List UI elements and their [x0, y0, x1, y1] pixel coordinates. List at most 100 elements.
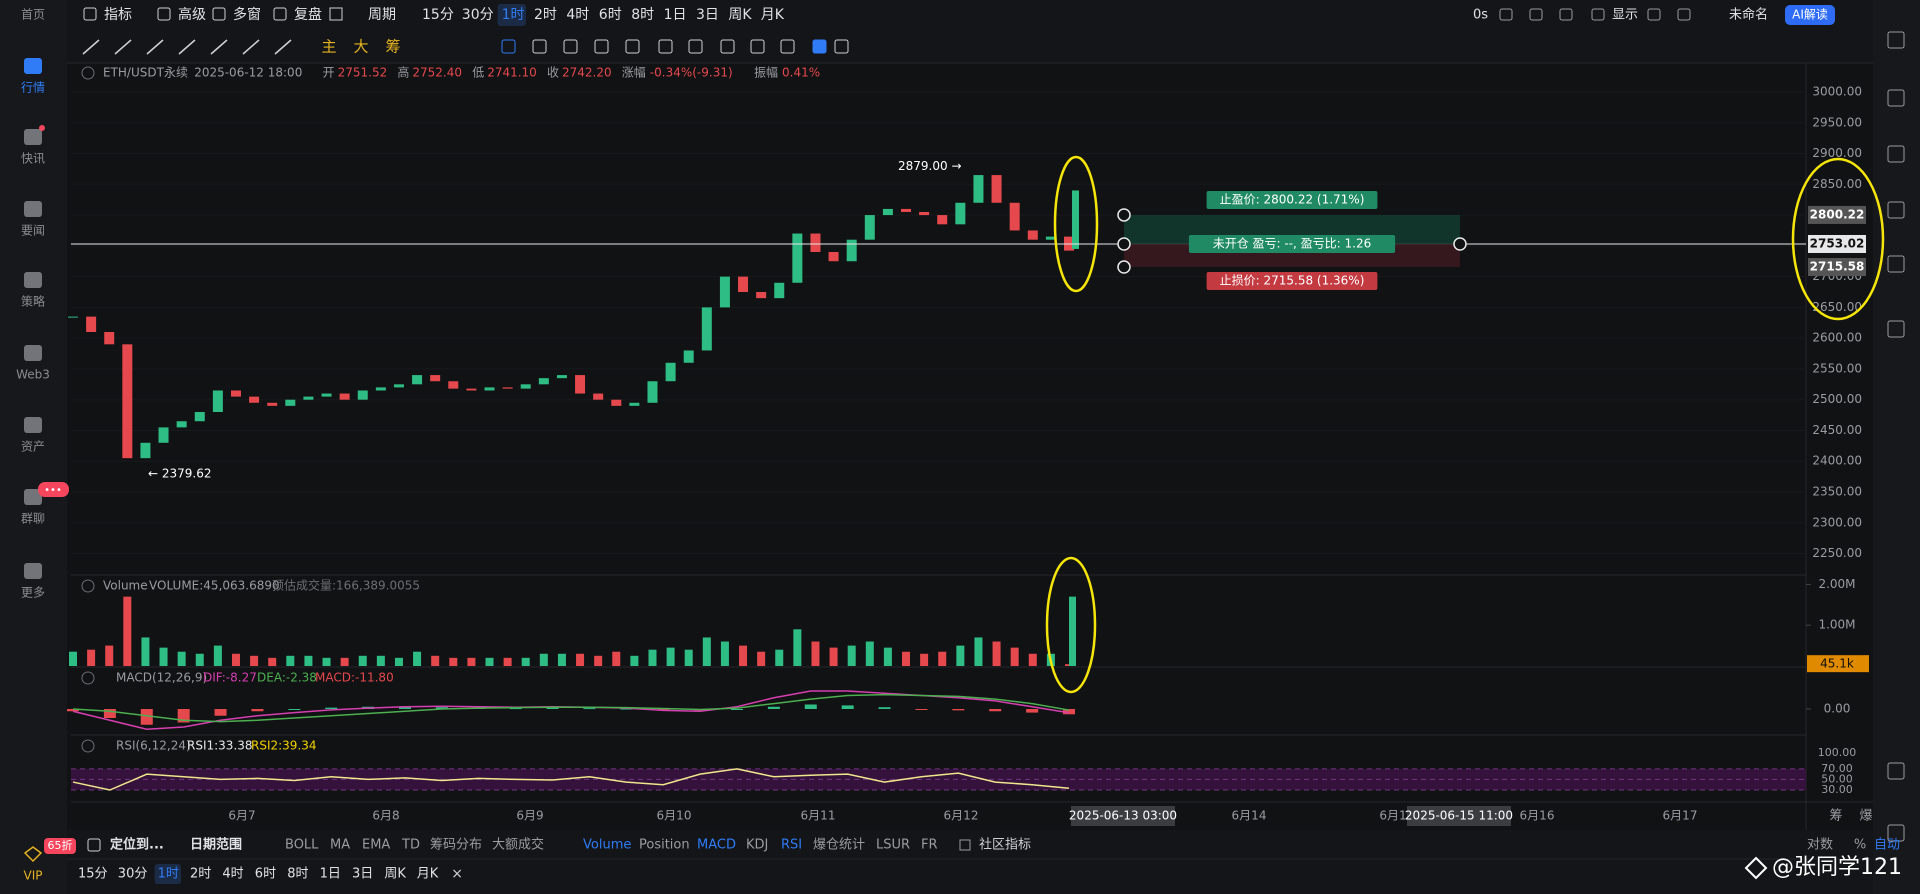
highlight-circle — [1045, 556, 1097, 694]
volume-bar — [938, 651, 947, 666]
price-tick-label: 2950.00 — [1812, 115, 1862, 129]
period-button: 30分 — [462, 7, 494, 23]
draw-icon — [146, 39, 164, 55]
axis-price-label: 2800.22 — [1810, 207, 1865, 221]
draw-icon — [82, 39, 100, 55]
tool-label: 高级 — [178, 6, 206, 23]
symbol: ETH/USDT永续 — [103, 66, 188, 80]
candle — [701, 307, 712, 351]
period-button: 30分 — [118, 867, 148, 882]
draw-icon — [501, 39, 516, 54]
macd-bar — [67, 709, 79, 712]
community-indicators: 社区指标 — [979, 837, 1031, 853]
volume-bar — [503, 657, 512, 666]
macd-bar — [1026, 709, 1039, 713]
volume-bar — [268, 657, 277, 666]
draw-icon — [625, 39, 640, 54]
right-icon — [1887, 31, 1905, 49]
period-button: 2时 — [534, 7, 557, 23]
candle — [230, 390, 241, 397]
right-icon — [1887, 255, 1905, 273]
pane-value: RSI1:33.38 — [187, 739, 253, 753]
field-value: 2751.52 — [338, 66, 388, 80]
price-tick-label: 2250.00 — [1812, 546, 1862, 560]
volume-bar — [739, 645, 748, 666]
top-toolbar — [67, 0, 1873, 29]
sidebar-label: 策略 — [21, 294, 45, 309]
price-tick-label: 2900.00 — [1812, 146, 1862, 160]
field-value: 2742.20 — [562, 66, 612, 80]
time-tick-label: 6月1 — [1379, 809, 1406, 823]
toolbar-right-item: 显示 — [1612, 8, 1638, 23]
pane-value: MACD:-11.80 — [315, 671, 394, 685]
candle — [919, 212, 930, 216]
sidebar-label: 更多 — [21, 586, 45, 600]
candle — [593, 393, 604, 400]
volume-bar — [720, 641, 729, 666]
macd-bar — [731, 709, 743, 710]
candle — [756, 292, 767, 299]
volume-bar — [992, 641, 1001, 666]
candle — [828, 252, 839, 262]
volume-bar — [793, 629, 802, 666]
handle — [1117, 237, 1131, 251]
time-tick-label: 6月9 — [516, 809, 543, 823]
drawing-icons — [82, 39, 849, 55]
watermark: @张同学121 — [1772, 855, 1902, 880]
candle — [556, 375, 567, 379]
candle — [375, 387, 386, 391]
period-button: 3日 — [696, 7, 719, 23]
draw-icon — [658, 39, 673, 54]
pane-value: DEA:-2.38 — [257, 671, 317, 685]
candle — [86, 316, 97, 333]
time-tick-label: 6月14 — [1232, 809, 1267, 823]
close-button: × — [451, 866, 463, 882]
candle — [955, 202, 966, 225]
highlight-circle — [1053, 155, 1099, 293]
sidebar-label: 快讯 — [21, 152, 45, 166]
candle — [393, 384, 404, 388]
volume-bar — [775, 649, 784, 666]
vip-badge — [44, 838, 76, 854]
macd-bar — [1063, 709, 1075, 715]
candle — [901, 208, 912, 213]
axis-price-tag — [1808, 234, 1866, 253]
volume-bar — [1028, 653, 1037, 666]
field-value: -0.34%(-9.31) — [650, 66, 733, 80]
macd-bar — [915, 709, 928, 710]
volume-bar — [87, 649, 96, 666]
candle — [68, 316, 78, 318]
main-indicator: EMA — [362, 838, 390, 853]
macd-bar — [325, 707, 338, 709]
volume-bar — [105, 645, 114, 666]
candle — [285, 399, 296, 406]
sub-indicator: KDJ — [746, 838, 768, 853]
field-label: 高 — [397, 65, 409, 80]
volume-bar — [250, 655, 259, 666]
sidebar-label: 行情 — [21, 81, 45, 95]
volume-bar — [467, 657, 476, 666]
pane-title: Volume — [103, 579, 148, 593]
candle — [774, 282, 785, 299]
macd-bar — [399, 706, 411, 709]
draw-icon — [688, 39, 703, 54]
macd-bar — [214, 709, 227, 716]
sidebar-label: 要闻 — [21, 224, 45, 238]
sidebar-icon — [24, 417, 42, 433]
volume-bar — [902, 651, 911, 666]
draw-icon — [210, 39, 228, 55]
time-tick-label: 6月8 — [372, 809, 399, 823]
sidebar-icon — [24, 345, 42, 361]
rsi-tick-label: 30.00 — [1821, 783, 1853, 796]
price-tick-label: 2650.00 — [1812, 300, 1862, 314]
field-label: 振幅 — [754, 65, 778, 80]
field-label: 开 — [323, 66, 335, 80]
macd-bar — [657, 709, 670, 710]
pane-value: DIF:-8.27 — [203, 671, 257, 685]
toolbar-icon — [1677, 8, 1691, 21]
main-indicator: TD — [401, 838, 420, 853]
highlight-volume — [1069, 596, 1076, 666]
sidebar-icon — [24, 563, 42, 579]
volume-bar — [485, 657, 494, 666]
